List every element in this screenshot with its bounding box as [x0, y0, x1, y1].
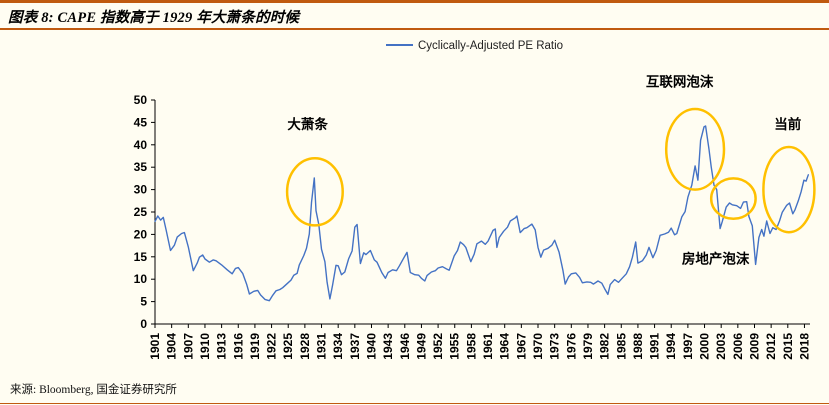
- annotation-highlight-ellipse: [285, 156, 344, 227]
- x-tick-label: 2003: [714, 333, 728, 360]
- annotation-highlight-ellipse: [762, 145, 816, 234]
- y-tick-label: 0: [140, 317, 147, 331]
- x-tick-label: 1943: [381, 333, 395, 360]
- x-tick-label: 1949: [414, 333, 428, 360]
- x-tick-label: 2012: [764, 333, 778, 360]
- x-tick-label: 1979: [581, 333, 595, 360]
- x-tick-label: 1919: [248, 333, 262, 360]
- x-tick-label: 1937: [348, 333, 362, 360]
- top-rule: [0, 0, 829, 3]
- x-tick-label: 1988: [631, 333, 645, 360]
- x-tick-label: 1907: [181, 333, 195, 360]
- x-tick-label: 1952: [431, 333, 445, 360]
- x-tick-label: 2015: [781, 333, 795, 360]
- x-tick-label: 1913: [215, 333, 229, 360]
- x-tick-label: 1931: [315, 333, 329, 360]
- annotation-label: 当前: [774, 116, 801, 132]
- x-tick-label: 1997: [681, 333, 695, 360]
- title-underline-rule: [0, 28, 829, 30]
- y-tick-label: 20: [134, 227, 148, 241]
- x-tick-label: 1904: [165, 333, 179, 360]
- source-note: 来源: Bloomberg, 国金证券研究所: [10, 384, 177, 396]
- y-tick-label: 35: [134, 160, 148, 174]
- annotation-label: 大萧条: [287, 116, 328, 132]
- x-tick-label: 1973: [548, 333, 562, 360]
- x-tick-label: 1940: [364, 333, 378, 360]
- cape-line-chart: Cyclically-Adjusted PE Ratio 0 5 10 15 20 25 30…: [134, 40, 816, 360]
- x-tick-label: 2006: [731, 333, 745, 360]
- x-tick-label: 2018: [797, 333, 811, 360]
- x-tick-label: 1970: [531, 333, 545, 360]
- x-tick-label: 1982: [598, 333, 612, 360]
- x-tick-label: 2009: [747, 333, 761, 360]
- x-tick-label: 1901: [148, 333, 162, 360]
- y-tick-label: 30: [134, 183, 148, 197]
- x-tick-label: 1967: [514, 333, 528, 360]
- x-tick-label: 1991: [648, 333, 662, 360]
- y-tick-label: 45: [134, 115, 148, 129]
- x-tick-label: 1976: [564, 333, 578, 360]
- cape-line: [154, 125, 809, 302]
- bottom-rule: [0, 403, 829, 404]
- annotation-highlight-ellipse: [664, 107, 726, 191]
- x-tick-label: 1925: [281, 333, 295, 360]
- x-tick-label: 1934: [331, 333, 345, 360]
- y-tick-label: 25: [134, 205, 148, 219]
- x-tick-label: 1994: [664, 333, 678, 360]
- annotation-label: 互联网泡沫: [646, 74, 714, 90]
- annotation-label: 房地产泡沫: [682, 251, 750, 267]
- x-tick-label: 1916: [231, 333, 245, 360]
- y-tick-label: 10: [134, 272, 148, 286]
- y-tick-label: 50: [134, 93, 148, 107]
- x-tick-label: 1946: [398, 333, 412, 360]
- x-tick-label: 1964: [498, 333, 512, 360]
- x-tick-label: 1910: [198, 333, 212, 360]
- y-tick-label: 15: [134, 250, 148, 264]
- figure-title: 图表 8: CAPE 指数高于 1929 年大萧条的时候: [8, 10, 300, 26]
- x-tick-label: 1955: [448, 333, 462, 360]
- legend-label: Cyclically-Adjusted PE Ratio: [418, 40, 563, 52]
- y-tick-label: 40: [134, 138, 148, 152]
- x-tick-label: 1961: [481, 333, 495, 360]
- x-tick-label: 1985: [614, 333, 628, 360]
- x-tick-label: 1922: [265, 333, 279, 360]
- annotation-highlight-ellipse: [709, 177, 757, 221]
- y-tick-label: 5: [140, 295, 147, 309]
- x-tick-label: 1958: [464, 333, 478, 360]
- x-tick-label: 1928: [298, 333, 312, 360]
- x-tick-label: 2000: [698, 333, 712, 360]
